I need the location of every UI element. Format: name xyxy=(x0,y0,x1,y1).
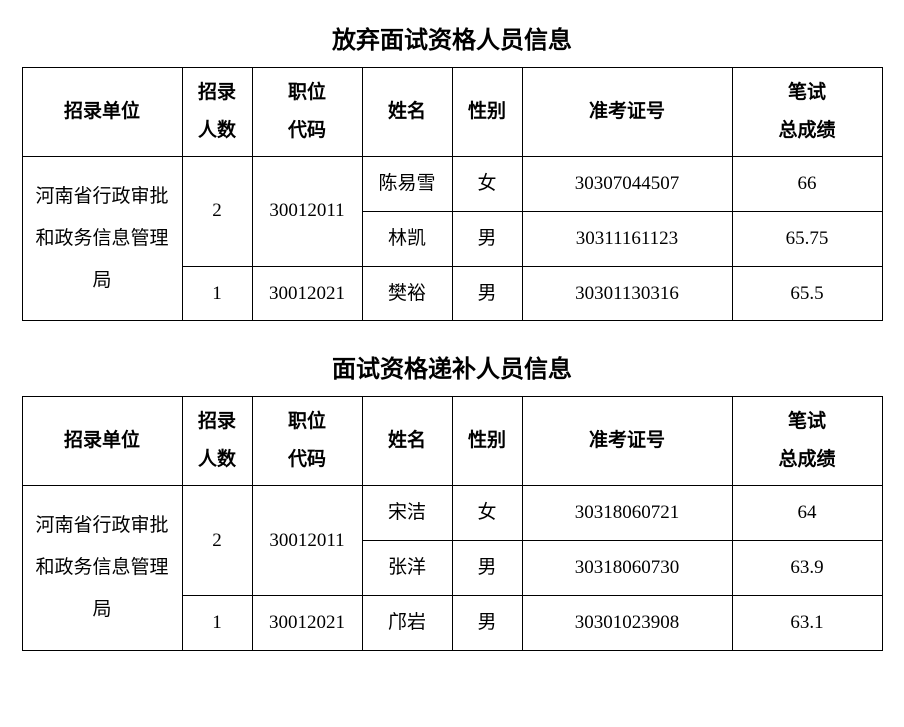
header-exam-no: 准考证号 xyxy=(522,68,732,157)
header-score: 笔试总成绩 xyxy=(732,68,882,157)
table-row: 招录单位 招录人数 职位代码 姓名 性别 准考证号 笔试总成绩 xyxy=(22,68,882,157)
cell-count: 1 xyxy=(182,595,252,650)
cell-gender: 男 xyxy=(452,595,522,650)
header-gender: 性别 xyxy=(452,397,522,486)
cell-count: 2 xyxy=(182,486,252,596)
cell-name: 张洋 xyxy=(362,541,452,596)
cell-code: 30012011 xyxy=(252,486,362,596)
table-2: 招录单位 招录人数 职位代码 姓名 性别 准考证号 笔试总成绩 河南省行政审批和… xyxy=(22,396,883,650)
header-code: 职位代码 xyxy=(252,397,362,486)
header-unit: 招录单位 xyxy=(22,397,182,486)
table-row: 河南省行政审批和政务信息管理局 2 30012011 陈易雪 女 3030704… xyxy=(22,157,882,212)
cell-exam-no: 30311161123 xyxy=(522,211,732,266)
cell-exam-no: 30307044507 xyxy=(522,157,732,212)
cell-gender: 女 xyxy=(452,486,522,541)
cell-unit: 河南省行政审批和政务信息管理局 xyxy=(22,486,182,650)
cell-gender: 男 xyxy=(452,266,522,321)
header-gender: 性别 xyxy=(452,68,522,157)
header-name: 姓名 xyxy=(362,397,452,486)
cell-name: 邝岩 xyxy=(362,595,452,650)
header-count: 招录人数 xyxy=(182,397,252,486)
cell-count: 2 xyxy=(182,157,252,267)
header-name: 姓名 xyxy=(362,68,452,157)
table-row: 河南省行政审批和政务信息管理局 2 30012011 宋洁 女 30318060… xyxy=(22,486,882,541)
cell-exam-no: 30318060730 xyxy=(522,541,732,596)
cell-count: 1 xyxy=(182,266,252,321)
cell-exam-no: 30301023908 xyxy=(522,595,732,650)
cell-code: 30012021 xyxy=(252,595,362,650)
cell-score: 66 xyxy=(732,157,882,212)
cell-score: 65.75 xyxy=(732,211,882,266)
cell-code: 30012011 xyxy=(252,157,362,267)
cell-name: 宋洁 xyxy=(362,486,452,541)
header-exam-no: 准考证号 xyxy=(522,397,732,486)
header-code: 职位代码 xyxy=(252,68,362,157)
cell-gender: 男 xyxy=(452,211,522,266)
cell-exam-no: 30301130316 xyxy=(522,266,732,321)
cell-unit: 河南省行政审批和政务信息管理局 xyxy=(22,157,182,321)
table-row: 招录单位 招录人数 职位代码 姓名 性别 准考证号 笔试总成绩 xyxy=(22,397,882,486)
header-unit: 招录单位 xyxy=(22,68,182,157)
table-title-2: 面试资格递补人员信息 xyxy=(20,349,884,384)
cell-exam-no: 30318060721 xyxy=(522,486,732,541)
cell-score: 64 xyxy=(732,486,882,541)
cell-code: 30012021 xyxy=(252,266,362,321)
cell-name: 林凯 xyxy=(362,211,452,266)
table-1: 招录单位 招录人数 职位代码 姓名 性别 准考证号 笔试总成绩 河南省行政审批和… xyxy=(22,67,883,321)
header-score: 笔试总成绩 xyxy=(732,397,882,486)
cell-gender: 男 xyxy=(452,541,522,596)
cell-gender: 女 xyxy=(452,157,522,212)
cell-score: 65.5 xyxy=(732,266,882,321)
header-count: 招录人数 xyxy=(182,68,252,157)
cell-name: 陈易雪 xyxy=(362,157,452,212)
cell-score: 63.1 xyxy=(732,595,882,650)
cell-name: 樊裕 xyxy=(362,266,452,321)
cell-score: 63.9 xyxy=(732,541,882,596)
table-title-1: 放弃面试资格人员信息 xyxy=(20,20,884,55)
